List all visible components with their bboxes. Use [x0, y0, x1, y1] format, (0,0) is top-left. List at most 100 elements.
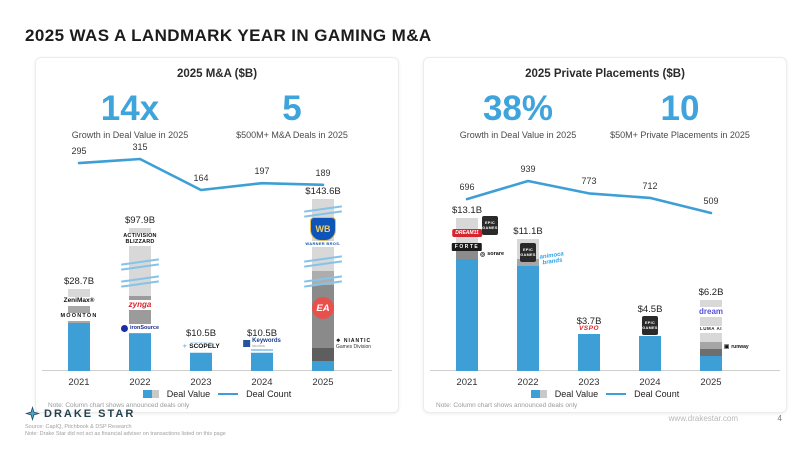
- legend: Deal Value Deal Count: [424, 389, 786, 399]
- warner-bros-icon: WB: [310, 217, 336, 241]
- stat-label: $500M+ M&A Deals in 2025: [236, 129, 348, 140]
- bar-segment: [68, 323, 90, 371]
- bar-2021: $13.1B EPIC GAMES DREAM11 FORTE ◎ sorare: [451, 205, 504, 371]
- deal-count-line-icon: [606, 392, 627, 396]
- count-label: 189: [315, 167, 331, 178]
- bar-2022: $11.1B EPIC GAMES animoca brands: [513, 226, 564, 371]
- chart-note: Note: Column chart shows announced deals…: [48, 402, 190, 409]
- x-axis: [430, 370, 780, 371]
- ironsource-logo: ironSource: [118, 324, 162, 333]
- sorare-logo: ◎ sorare: [480, 252, 504, 258]
- bar-segment: [312, 361, 334, 371]
- niantic-text: ❖ NIANTIC: [336, 339, 371, 344]
- pp-plot-area: 696 939 773 712 509 $13.1B EPIC GAMES DR…: [430, 143, 780, 388]
- brands-word: brands: [542, 257, 563, 267]
- keywords-icon: [243, 339, 251, 347]
- niantic-logo: ❖ NIANTIC Games Division: [336, 339, 371, 350]
- x-axis-label: 2021: [68, 377, 90, 388]
- source-line: Source: CapIQ, Pitchbook & DSP Research: [25, 424, 132, 430]
- x-axis-label: 2021: [456, 377, 478, 388]
- count-label: 164: [193, 173, 209, 183]
- website-text: www.drakestar.com: [668, 414, 738, 423]
- drake-star-icon: [25, 406, 40, 421]
- bar-value-label: $4.5B: [637, 304, 663, 315]
- ma-plot-area: 295 315 164 197 189 $28.7B ZeniMax® MOON…: [42, 142, 392, 388]
- legend-deal-value: Deal Value: [166, 389, 211, 399]
- stat-value: 14x: [100, 89, 160, 128]
- bar-segment: [312, 348, 334, 361]
- bar-value-label: $10.5B: [185, 328, 217, 339]
- bar-segment: [190, 353, 212, 371]
- legend: Deal Value Deal Count: [36, 389, 398, 399]
- axis-break-mark: [304, 255, 342, 268]
- games-text: GAMES: [642, 325, 658, 330]
- keywords-text: Keywords studios: [252, 338, 281, 348]
- stat-label: Growth in Deal Value in 2025: [71, 129, 189, 140]
- x-axis-label: 2023: [190, 377, 212, 388]
- deal-value-swatch-icon: [530, 390, 547, 398]
- bar-2023: $3.7B VSPO: [577, 316, 601, 371]
- epic-games-logo: EPIC GAMES: [642, 316, 658, 335]
- stat-growth: 14x Growth in Deal Value in 2025: [42, 89, 218, 140]
- x-axis: [42, 370, 392, 371]
- deal-count-line-icon: [218, 392, 239, 396]
- axis-break-mark: [304, 205, 342, 218]
- bar-value-label: $28.7B: [63, 276, 95, 287]
- axis-break-mark: [121, 275, 159, 288]
- x-axis-label: 2025: [312, 377, 334, 388]
- dream-games-logo: dream: [696, 307, 726, 317]
- count-label: 197: [254, 166, 270, 177]
- sorare-icon: ◎: [480, 252, 486, 258]
- stat-label: $50M+ Private Placements in 2025: [610, 129, 750, 140]
- bar-segment: [700, 342, 722, 349]
- count-label: 712: [642, 180, 658, 191]
- runway-logo: ▣ runway: [724, 344, 749, 351]
- legend-deal-count: Deal Count: [246, 389, 292, 399]
- scopely-logo: ✦ SCOPELY: [180, 343, 222, 352]
- scopely-text: SCOPELY: [189, 343, 220, 350]
- activision-text: ACTIVISION: [123, 233, 157, 239]
- stat-label: Growth in Deal Value in 2025: [459, 129, 577, 140]
- epic-text: EPIC: [484, 220, 496, 225]
- runway-icon: ▣: [724, 344, 730, 350]
- bar-segment: [517, 259, 539, 266]
- bar-value-label: $13.1B: [451, 205, 483, 216]
- x-axis-label: 2022: [517, 377, 539, 388]
- x-axis-label: 2022: [129, 377, 151, 388]
- bar-value-label: $10.5B: [246, 328, 278, 339]
- vspo-logo: VSPO: [576, 325, 602, 334]
- x-axis-label: 2024: [251, 377, 273, 388]
- bar-2023: $10.5B ✦ SCOPELY: [180, 328, 222, 371]
- wb-monogram: WB: [315, 224, 331, 234]
- stat-value: 38%: [482, 89, 554, 128]
- bar-segment: [639, 336, 661, 371]
- activision-blizzard-logo: ACTIVISION BLIZZARD: [121, 233, 159, 246]
- count-label: 509: [703, 196, 719, 206]
- legend-deal-count: Deal Count: [634, 389, 680, 399]
- page-title: 2025 WAS A LANDMARK YEAR IN GAMING M&A: [25, 26, 432, 45]
- ma-chart-panel: 2025 M&A ($B) 14x Growth in Deal Value i…: [35, 57, 399, 413]
- chart-note: Note: Column chart shows announced deals…: [436, 402, 578, 409]
- bar-2024: $4.5B EPIC GAMES: [638, 304, 662, 371]
- keywords-studios-logo: Keywords studios: [241, 337, 283, 349]
- axis-break-mark: [304, 275, 342, 288]
- bar-segment: [700, 356, 722, 371]
- count-label: 696: [459, 182, 475, 193]
- count-label: 315: [132, 142, 148, 152]
- bar-2025: $143.6B WB WARNER BROS. EA ❖: [303, 186, 371, 371]
- epic-text: EPIC: [522, 247, 534, 252]
- bar-value-label: $6.2B: [698, 287, 724, 298]
- keywords-sub: studios: [252, 343, 265, 348]
- stat-growth: 38% Growth in Deal Value in 2025: [430, 89, 606, 140]
- stat-big-deals: 5 $500M+ M&A Deals in 2025: [204, 89, 380, 140]
- chart-title: 2025 M&A ($B): [176, 68, 258, 80]
- warner-bros-logo: WARNER BROS.: [303, 241, 343, 247]
- zenimax-logo: ZeniMax®: [61, 297, 97, 306]
- bar-2024: $10.5B Keywords studios: [241, 328, 283, 371]
- niantic-sub: Games Division: [336, 344, 372, 350]
- games-text: GAMES: [520, 252, 536, 257]
- ea-text: EA: [316, 302, 330, 314]
- epic-games-logo: EPIC GAMES: [520, 243, 536, 262]
- bar-2022: $97.9B ACTIVISION BLIZZARD zynga ironSou…: [118, 215, 162, 371]
- chart-title: 2025 Private Placements ($B): [525, 68, 685, 80]
